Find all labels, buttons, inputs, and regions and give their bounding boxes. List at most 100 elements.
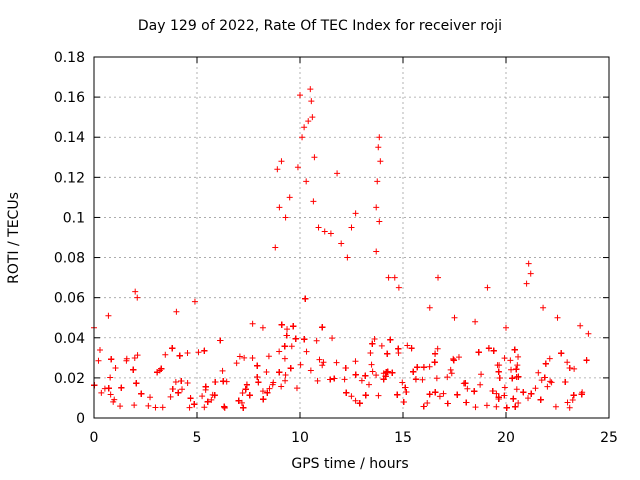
- data-point: [513, 366, 520, 373]
- data-point: [373, 248, 380, 255]
- data-point: [265, 353, 272, 360]
- data-point: [496, 375, 503, 382]
- data-point: [571, 365, 578, 372]
- x-tick-label: 10: [291, 430, 309, 446]
- data-point: [546, 355, 553, 362]
- data-point: [236, 353, 243, 360]
- data-point: [376, 218, 383, 225]
- data-point: [542, 360, 549, 367]
- data-point: [509, 375, 516, 382]
- data-point: [495, 368, 502, 375]
- data-point: [134, 352, 141, 359]
- data-point: [175, 389, 182, 396]
- data-point: [352, 358, 359, 365]
- data-point: [281, 355, 288, 362]
- data-point: [352, 371, 359, 378]
- data-point: [566, 365, 573, 372]
- y-tick-label: 0.02: [54, 371, 85, 387]
- data-point: [276, 204, 283, 211]
- data-point: [483, 402, 490, 409]
- data-point: [440, 390, 447, 397]
- data-point: [259, 324, 266, 331]
- data-point: [152, 404, 159, 411]
- data-point: [219, 367, 226, 374]
- data-point: [562, 379, 569, 386]
- data-point: [369, 368, 376, 375]
- data-point: [348, 224, 355, 231]
- data-point: [501, 384, 508, 391]
- data-points: [91, 86, 592, 411]
- data-point: [380, 376, 387, 383]
- data-point: [376, 134, 383, 141]
- data-point: [202, 383, 209, 390]
- data-point: [184, 380, 191, 387]
- data-point: [281, 343, 288, 350]
- data-point: [220, 378, 227, 385]
- data-point: [167, 393, 174, 400]
- data-point: [348, 393, 355, 400]
- data-point: [284, 326, 291, 333]
- data-point: [501, 392, 508, 399]
- data-point: [402, 384, 409, 391]
- data-point: [314, 377, 321, 384]
- chart-title: Day 129 of 2022, Rate Of TEC Index for r…: [137, 18, 503, 34]
- data-point: [195, 349, 202, 356]
- data-point: [435, 274, 442, 281]
- data-point: [478, 371, 485, 378]
- data-point: [399, 379, 406, 386]
- data-point: [547, 378, 554, 385]
- y-tick-label: 0: [76, 411, 85, 427]
- data-point: [302, 295, 309, 302]
- data-point: [544, 383, 551, 390]
- data-point: [394, 391, 401, 398]
- data-point: [450, 357, 457, 364]
- data-point: [307, 367, 314, 374]
- data-point: [431, 359, 438, 366]
- plot-frame: [93, 56, 610, 419]
- data-point: [246, 392, 253, 399]
- data-point: [395, 345, 402, 352]
- data-point: [462, 380, 469, 387]
- y-tick-label: 0.12: [54, 170, 85, 186]
- data-point: [537, 396, 544, 403]
- data-point: [254, 374, 261, 381]
- data-point: [378, 342, 385, 349]
- data-point: [391, 274, 398, 281]
- data-point: [358, 377, 365, 384]
- data-point: [420, 364, 427, 371]
- data-point: [554, 314, 561, 321]
- data-point: [320, 359, 327, 366]
- data-point: [154, 369, 161, 376]
- data-point: [201, 347, 208, 354]
- data-point: [454, 391, 461, 398]
- data-point: [566, 404, 573, 411]
- data-point: [485, 345, 492, 352]
- data-point: [447, 366, 454, 373]
- data-point: [395, 284, 402, 291]
- data-point: [276, 369, 283, 376]
- data-point: [552, 403, 559, 410]
- data-point: [108, 356, 115, 363]
- data-point: [130, 366, 137, 373]
- data-point: [484, 284, 491, 291]
- data-point: [525, 260, 532, 267]
- data-point: [424, 400, 431, 407]
- data-point: [334, 170, 341, 177]
- data-point: [512, 403, 519, 410]
- data-point: [371, 335, 378, 342]
- data-point: [583, 357, 590, 364]
- y-tick-label: 0.16: [54, 90, 85, 106]
- y-tick-label: 0.1: [63, 210, 85, 226]
- data-point: [283, 332, 290, 339]
- data-point: [118, 384, 125, 391]
- data-point: [112, 365, 119, 372]
- data-point: [179, 386, 186, 393]
- data-point: [255, 379, 262, 386]
- data-point: [131, 402, 138, 409]
- data-point: [403, 388, 410, 395]
- data-point: [523, 280, 530, 287]
- data-point: [448, 370, 455, 377]
- data-point: [172, 378, 179, 385]
- data-point: [493, 403, 500, 410]
